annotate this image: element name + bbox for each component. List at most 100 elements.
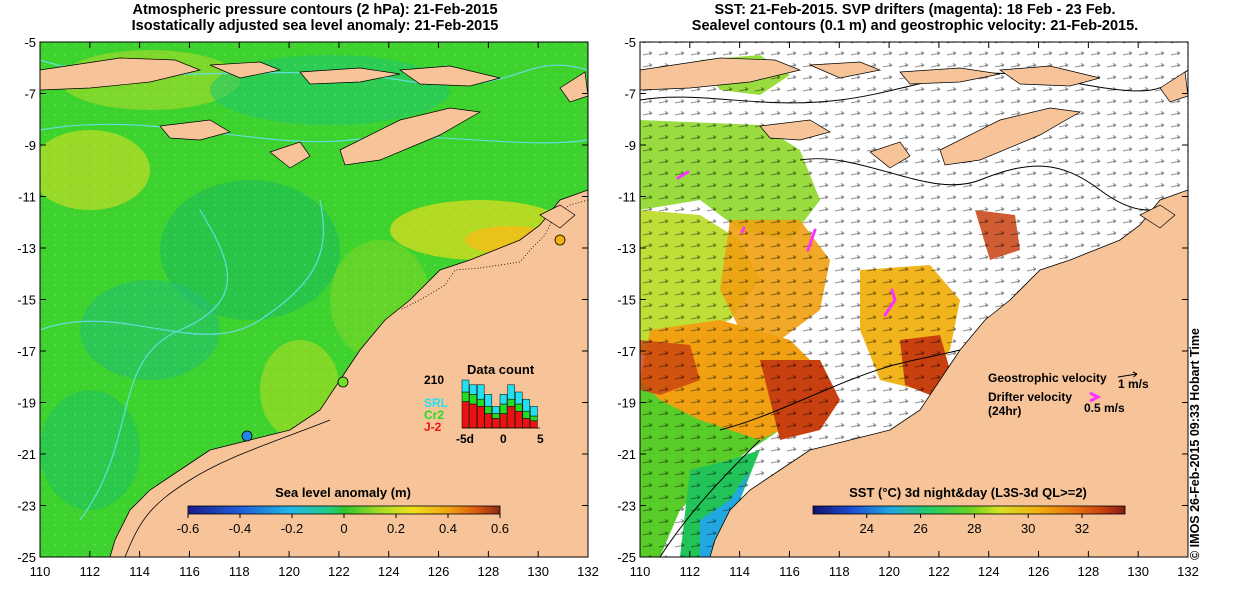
australia-land-right [709, 189, 1188, 557]
histogram-bar [469, 384, 477, 395]
left-map-title: Atmospheric pressure contours (2 hPa): 2… [40, 2, 590, 34]
depth-contour [124, 419, 331, 557]
histogram-bar [522, 398, 531, 412]
geostrophic-velocity-label: Geostrophic velocity [988, 371, 1107, 385]
left-y-tick-label: -23 [17, 499, 36, 514]
tide-gauge-marker [337, 376, 349, 388]
sst-colorbar-tick-label: 24 [860, 521, 874, 536]
sst-colorbar-title: SST (°C) 3d night&day (L3S-3d QL>=2) [849, 485, 1087, 500]
island-east [559, 71, 588, 103]
drifter-scale-arrow [1089, 391, 1102, 403]
sla-colorbar-title: Sea level anomaly (m) [275, 485, 411, 500]
sst-colorbar-tick-label: 28 [967, 521, 981, 536]
geostrophic-scale-arrow [1117, 373, 1138, 378]
data-count-max: 210 [424, 373, 444, 387]
left-y-tick-label: -5 [24, 35, 36, 50]
sst-colorbar-tick-label: 30 [1021, 521, 1035, 536]
island-sumba [759, 119, 831, 141]
left-y-tick-label: -25 [17, 550, 36, 565]
histogram-tick: 5 [537, 432, 544, 446]
sst-colorbar-tick-label: 32 [1075, 521, 1089, 536]
drifter-track [676, 170, 690, 180]
sla-colorbar-ticks: -0.6 -0.4 -0.2 0 0.2 0.4 0.6 [177, 514, 509, 536]
left-x-tick-label: 128 [478, 564, 500, 579]
histogram-bar [530, 406, 538, 417]
right-x-tick-label: 122 [928, 564, 950, 579]
sst-colorbar-tick-label: 26 [913, 521, 927, 536]
histogram-bar [461, 391, 470, 402]
imos-credit: © IMOS 26-Feb-2015 09:33 Hobart Time [1188, 328, 1202, 560]
histogram-bar [522, 418, 531, 429]
drifter-velocity-label: Drifter velocity [988, 390, 1072, 404]
sla-colorbar-tick-label: 0 [340, 521, 347, 536]
right-x-tick-label: 126 [1028, 564, 1050, 579]
sst-colorbar-bar [812, 505, 1126, 515]
right-y-tick-label: -13 [617, 241, 636, 256]
island-lombok [209, 61, 282, 79]
data-count-histogram [461, 379, 538, 429]
island-flores [999, 65, 1101, 87]
left-x-tick-label: 130 [527, 564, 549, 579]
tide-gauge-marker [554, 234, 566, 246]
left-x-tick-label: 118 [229, 564, 250, 579]
legend-cr2: Cr2 [424, 408, 444, 422]
left-x-tick-label: 114 [129, 564, 150, 579]
right-map-title: SST: 21-Feb-2015. SVP drifters (magenta)… [640, 2, 1190, 34]
left-x-tick-label: 126 [428, 564, 450, 579]
histogram-tick: -5d [456, 432, 474, 446]
australia-land [109, 189, 588, 557]
geostrophic-scale-arrowhead [1132, 371, 1138, 378]
left-x-tick-label: 122 [328, 564, 350, 579]
island-flores [399, 65, 501, 87]
right-x-tick-label: 114 [729, 564, 750, 579]
histogram-bar [514, 410, 523, 429]
right-x-tick-label: 132 [1177, 564, 1199, 579]
island-sumbawa [299, 67, 401, 85]
left-y-tick-label: -21 [17, 447, 36, 462]
right-y-tick-label: -11 [618, 190, 636, 205]
histogram-bar [492, 418, 500, 429]
histogram-bar [499, 403, 508, 414]
histogram-bar [484, 406, 493, 414]
right-x-tick-label: 130 [1127, 564, 1149, 579]
left-y-tick-label: -13 [17, 241, 36, 256]
left-y-tick-label: -19 [17, 396, 36, 411]
right-y-tick-label: -17 [617, 344, 636, 359]
coast-darwin [539, 204, 576, 229]
histogram-bar [514, 391, 523, 405]
left-x-tick-label: 132 [577, 564, 599, 579]
right-x-tick-label: 124 [978, 564, 1000, 579]
coast-darwin [1139, 204, 1176, 229]
histogram-bar [461, 401, 470, 429]
histogram-bar [469, 394, 477, 405]
sla-colorbar-tick-label: -0.4 [229, 521, 251, 536]
legend-srl: SRL [424, 396, 448, 410]
left-x-tick-label: 120 [278, 564, 300, 579]
island-east [1159, 71, 1188, 103]
sst-colorbar-ticks: 24 26 28 30 32 [860, 514, 1089, 536]
svp-drifters [676, 170, 897, 317]
island-sumbawa [899, 67, 1001, 85]
drifter-track [740, 226, 746, 234]
histogram-bar [492, 406, 500, 414]
left-y-tick-label: -15 [17, 293, 36, 308]
left-y-tick-label: -9 [24, 138, 36, 153]
velocity-legend: Geostrophic velocity 1 m/s Drifter veloc… [988, 371, 1149, 418]
legend-j2: J-2 [424, 420, 442, 434]
island-savu [269, 141, 311, 169]
histogram-bar [499, 394, 508, 405]
island-java-bali [640, 57, 802, 91]
histogram-bar [522, 410, 531, 419]
right-y-tick-label: -25 [617, 550, 636, 565]
data-count-inset: Data count 210 -5d 0 5 SRL Cr2 J-2 [424, 362, 544, 446]
sla-colorbar-bar [187, 505, 501, 515]
right-y-tick-label: -7 [624, 87, 636, 102]
right-title-line2: Sealevel contours (0.1 m) and geostrophi… [691, 18, 1139, 34]
histogram-bar [476, 406, 485, 429]
left-x-tick-label: 116 [179, 564, 200, 579]
right-y-tick-label: -9 [624, 138, 636, 153]
island-lombok [809, 61, 882, 79]
histogram-bar [530, 415, 538, 422]
